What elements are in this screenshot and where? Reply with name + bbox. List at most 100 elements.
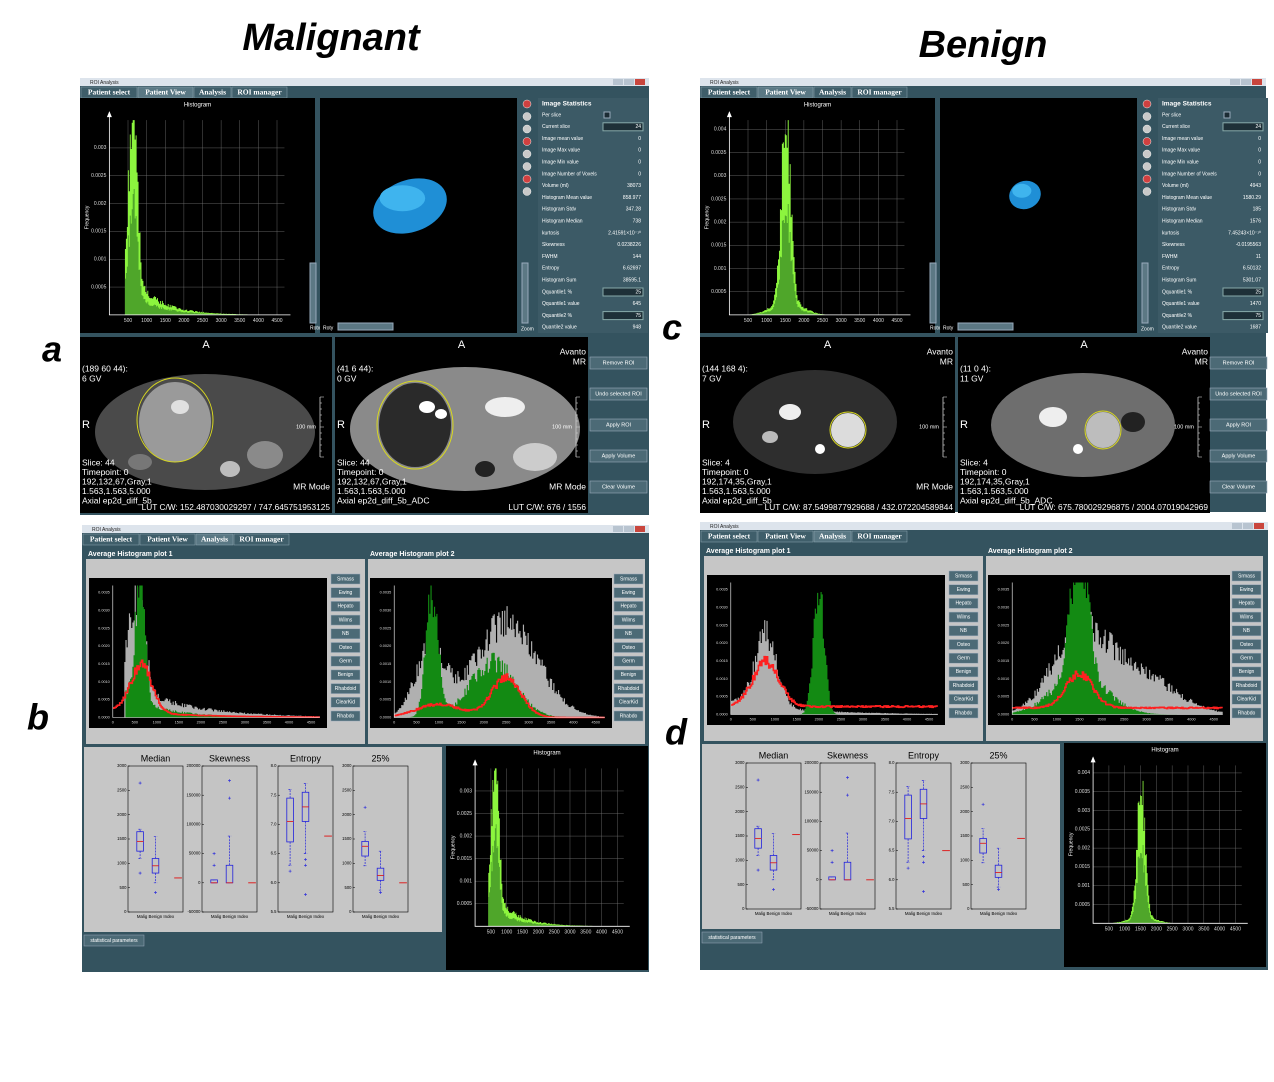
- slider[interactable]: [929, 262, 937, 324]
- input-box[interactable]: [602, 287, 644, 297]
- slider[interactable]: [957, 322, 1014, 331]
- tumor-button[interactable]: [948, 584, 979, 595]
- close-button[interactable]: [1254, 523, 1264, 529]
- tool-icon[interactable]: [1142, 137, 1152, 146]
- tab[interactable]: [813, 530, 852, 543]
- tool-icon[interactable]: [1142, 174, 1152, 184]
- action-button[interactable]: [589, 418, 648, 432]
- tumor-button[interactable]: [330, 587, 361, 598]
- tumor-button[interactable]: [613, 601, 644, 612]
- tumor-button[interactable]: [330, 683, 361, 694]
- action-button[interactable]: [1209, 449, 1268, 463]
- tool-icon[interactable]: [1142, 124, 1152, 134]
- tumor-button[interactable]: [330, 642, 361, 653]
- tumor-button[interactable]: [948, 598, 979, 609]
- tool-icon[interactable]: [522, 112, 532, 121]
- window-button[interactable]: [613, 79, 623, 85]
- tumor-button[interactable]: [948, 570, 979, 582]
- tumor-button[interactable]: [1231, 598, 1262, 609]
- action-button[interactable]: [1209, 356, 1268, 370]
- tumor-button[interactable]: [330, 669, 361, 681]
- tumor-button[interactable]: [1231, 639, 1262, 650]
- action-button[interactable]: [1209, 387, 1268, 401]
- tumor-button[interactable]: [330, 614, 361, 626]
- tool-icon[interactable]: [522, 124, 532, 134]
- tumor-button[interactable]: [948, 666, 979, 678]
- tumor-button[interactable]: [613, 697, 644, 708]
- slider[interactable]: [309, 262, 317, 324]
- tab[interactable]: [851, 530, 908, 543]
- tool-icon[interactable]: [522, 174, 532, 184]
- tumor-button[interactable]: [1231, 652, 1262, 664]
- tumor-button[interactable]: [613, 628, 644, 640]
- tool-icon[interactable]: [522, 162, 532, 171]
- tumor-button[interactable]: [948, 694, 979, 705]
- window-button[interactable]: [624, 79, 634, 85]
- tumor-button[interactable]: [1231, 584, 1262, 595]
- tumor-button[interactable]: [948, 611, 979, 623]
- tab[interactable]: [233, 533, 290, 546]
- tumor-button[interactable]: [1231, 611, 1262, 623]
- tumor-button[interactable]: [948, 680, 979, 691]
- tumor-button[interactable]: [1231, 680, 1262, 691]
- input-box[interactable]: [602, 122, 644, 132]
- input-box[interactable]: [1222, 122, 1264, 132]
- tool-icon[interactable]: [1142, 112, 1152, 121]
- slider[interactable]: [1141, 262, 1149, 324]
- tumor-button[interactable]: [613, 587, 644, 598]
- action-button[interactable]: [589, 387, 648, 401]
- action-button[interactable]: [1209, 418, 1268, 432]
- tumor-button[interactable]: [948, 652, 979, 664]
- tumor-button[interactable]: [1231, 666, 1262, 678]
- slider[interactable]: [337, 322, 394, 331]
- tumor-button[interactable]: [948, 639, 979, 650]
- tab[interactable]: [195, 533, 234, 546]
- tumor-button[interactable]: [330, 573, 361, 585]
- tumor-button[interactable]: [948, 625, 979, 637]
- close-button[interactable]: [635, 79, 645, 85]
- tab[interactable]: [82, 533, 140, 546]
- window-button[interactable]: [613, 526, 623, 532]
- input-box[interactable]: [1222, 311, 1264, 321]
- tumor-button[interactable]: [613, 614, 644, 626]
- tool-icon[interactable]: [522, 137, 532, 146]
- tool-icon[interactable]: [1142, 149, 1152, 159]
- tumor-button[interactable]: [330, 697, 361, 708]
- close-button[interactable]: [1252, 79, 1262, 85]
- tumor-button[interactable]: [330, 655, 361, 667]
- tool-icon[interactable]: [522, 187, 532, 196]
- tumor-button[interactable]: [330, 710, 361, 722]
- tool-icon[interactable]: [1142, 99, 1152, 109]
- tumor-button[interactable]: [1231, 694, 1262, 705]
- tumor-button[interactable]: [613, 573, 644, 585]
- tool-icon[interactable]: [522, 99, 532, 109]
- window-button[interactable]: [1230, 79, 1240, 85]
- tab[interactable]: [139, 533, 196, 546]
- tumor-button[interactable]: [613, 683, 644, 694]
- window-button[interactable]: [624, 526, 634, 532]
- action-button[interactable]: [1209, 480, 1268, 494]
- action-button[interactable]: [589, 356, 648, 370]
- tumor-button[interactable]: [1231, 570, 1262, 582]
- window-button[interactable]: [1232, 523, 1242, 529]
- tumor-button[interactable]: [613, 669, 644, 681]
- checkbox[interactable]: [1223, 111, 1231, 119]
- tool-icon[interactable]: [1142, 162, 1152, 171]
- tumor-button[interactable]: [948, 707, 979, 719]
- tab[interactable]: [757, 530, 814, 543]
- tool-icon[interactable]: [522, 149, 532, 159]
- checkbox[interactable]: [603, 111, 611, 119]
- tumor-button[interactable]: [1231, 707, 1262, 719]
- window-button[interactable]: [1241, 79, 1251, 85]
- tumor-button[interactable]: [330, 628, 361, 640]
- stats-button[interactable]: [83, 934, 145, 947]
- tumor-button[interactable]: [613, 655, 644, 667]
- action-button[interactable]: [589, 480, 648, 494]
- window-button[interactable]: [1243, 523, 1253, 529]
- tool-icon[interactable]: [1142, 187, 1152, 196]
- slider[interactable]: [521, 262, 529, 324]
- input-box[interactable]: [602, 311, 644, 321]
- tumor-button[interactable]: [1231, 625, 1262, 637]
- stats-button[interactable]: [701, 931, 763, 944]
- action-button[interactable]: [589, 449, 648, 463]
